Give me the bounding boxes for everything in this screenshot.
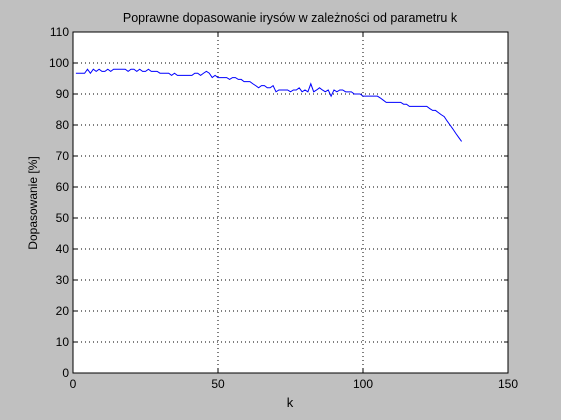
- y-tick-label: 30: [56, 273, 70, 287]
- y-tick-label: 70: [56, 149, 70, 163]
- y-tick-label: 0: [62, 366, 69, 380]
- x-axis-label: k: [287, 395, 294, 410]
- x-tick-label: 0: [70, 377, 77, 391]
- y-tick-label: 100: [49, 56, 69, 70]
- x-tick-label: 50: [211, 377, 225, 391]
- y-axis-label: Dopasowanie [%]: [26, 156, 40, 249]
- y-tick-label: 60: [56, 180, 70, 194]
- x-tick-label: 100: [353, 377, 373, 391]
- grid: [73, 32, 508, 373]
- axis-ticks: 0 50 100 150 0 10 20 30 40 50 60 70 80 90 100 110: [49, 25, 518, 391]
- plot-area: [72, 31, 509, 374]
- y-tick-label: 20: [56, 304, 70, 318]
- y-tick-label: 50: [56, 211, 70, 225]
- series-line: [75, 68, 463, 142]
- y-tick-label: 90: [56, 87, 70, 101]
- y-tick-label: 110: [50, 25, 69, 39]
- y-tick-label: 80: [56, 118, 70, 132]
- y-tick-label: 10: [56, 335, 70, 349]
- chart-title: Poprawne dopasowanie irysów w zależności…: [123, 11, 458, 25]
- x-tick-label: 150: [498, 377, 518, 391]
- y-tick-label: 40: [56, 242, 70, 256]
